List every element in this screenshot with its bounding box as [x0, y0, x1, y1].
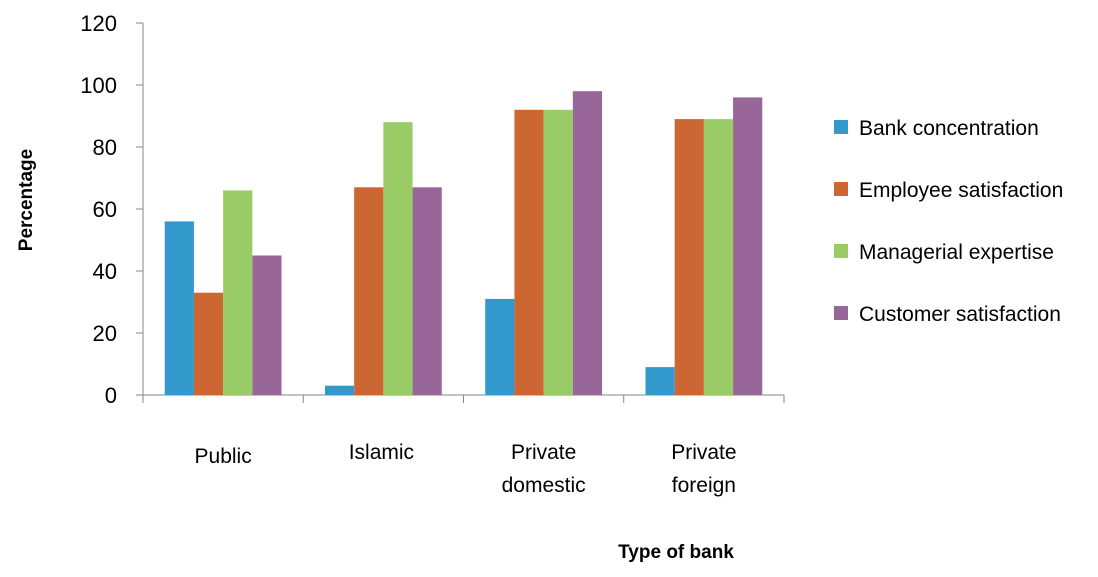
bar-customer-satisfaction — [252, 255, 282, 395]
legend-label: Customer satisfaction — [859, 303, 1061, 326]
bar-managerial-expertise — [223, 190, 253, 395]
y-tick-label: 0 — [105, 383, 117, 408]
y-tick-label: 40 — [93, 259, 117, 284]
legend-swatch — [834, 120, 848, 134]
legend-label: Managerial expertise — [859, 241, 1054, 264]
bar-managerial-expertise — [703, 119, 734, 395]
bars — [164, 91, 763, 396]
bar-customer-satisfaction — [733, 97, 763, 396]
x-axis — [142, 394, 785, 403]
y-axis: 0 20 40 60 80 100 120 — [80, 11, 144, 408]
x-axis-title: Type of bank — [618, 542, 734, 563]
bar-bank-concentration — [645, 367, 675, 395]
legend: Bank concentration Employee satisfaction M… — [834, 117, 1063, 326]
legend-label: Bank concentration — [859, 117, 1039, 140]
category-labels: Public Islamic Private domestic Private forei… — [195, 441, 737, 497]
legend-swatch — [834, 244, 848, 258]
bar-managerial-expertise — [543, 109, 573, 396]
bar-employee-satisfaction — [514, 109, 544, 396]
legend-swatch — [834, 306, 848, 320]
bar-bank-concentration — [164, 221, 194, 395]
bar-bank-concentration — [485, 298, 515, 395]
y-tick-label: 60 — [93, 197, 117, 222]
bar-customer-satisfaction — [412, 187, 442, 395]
y-tick-label: 80 — [93, 135, 117, 160]
x-category-label: foreign — [672, 474, 736, 497]
bar-customer-satisfaction — [572, 91, 603, 395]
legend-label: Employee satisfaction — [859, 179, 1063, 202]
bar-employee-satisfaction — [354, 187, 384, 395]
x-category-label: Private — [671, 441, 736, 464]
x-category-label: Public — [195, 445, 252, 468]
legend-swatch — [834, 182, 848, 196]
bar-managerial-expertise — [383, 122, 413, 395]
x-category-label: domestic — [502, 474, 586, 497]
bar-bank-concentration — [324, 385, 355, 395]
x-category-label: Islamic — [349, 441, 414, 464]
y-tick-label: 20 — [93, 321, 117, 346]
y-axis-title: Percentage — [16, 149, 37, 251]
x-category-label: Private — [511, 441, 576, 464]
y-tick-label: 100 — [80, 73, 117, 98]
y-tick-label: 120 — [80, 11, 117, 36]
bar-employee-satisfaction — [193, 292, 224, 395]
bar-employee-satisfaction — [674, 119, 704, 395]
